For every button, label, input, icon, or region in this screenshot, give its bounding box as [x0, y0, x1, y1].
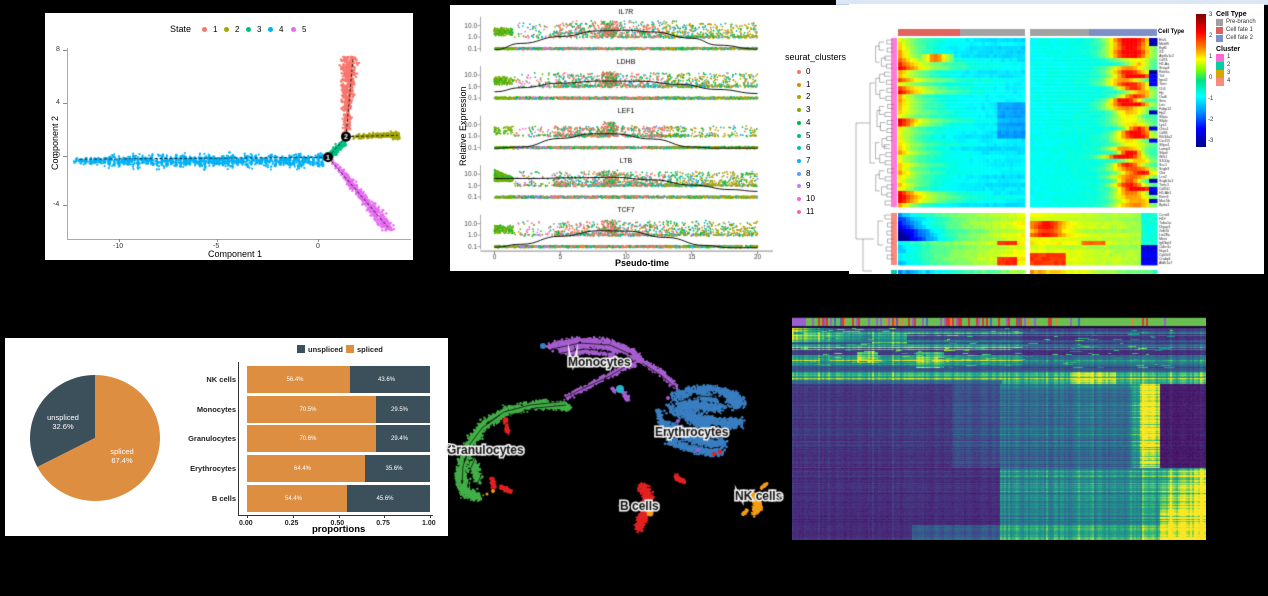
- svg-text:spliced: spliced: [110, 447, 133, 456]
- svg-text:67.4%: 67.4%: [111, 456, 133, 465]
- svg-text:32.6%: 32.6%: [52, 422, 74, 431]
- svg-text:unspliced: unspliced: [47, 413, 79, 422]
